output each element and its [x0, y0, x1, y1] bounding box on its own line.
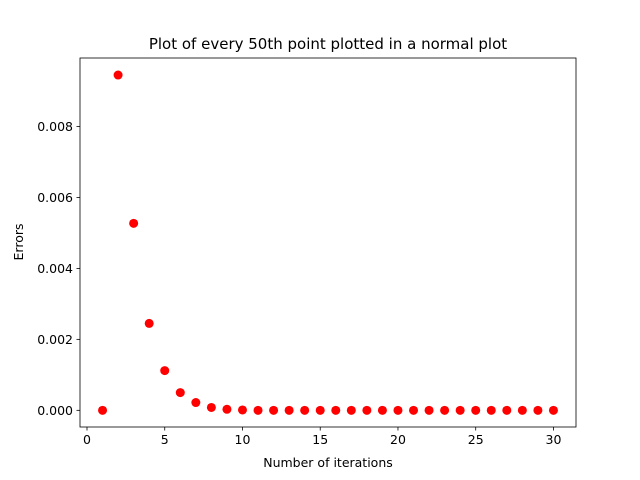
x-tick-label: 10	[235, 432, 251, 447]
data-point	[502, 405, 512, 415]
y-tick-label: 0.000	[37, 403, 73, 418]
data-point	[222, 404, 232, 414]
data-point	[331, 405, 341, 415]
data-point	[486, 405, 496, 415]
data-point	[237, 405, 247, 415]
data-point	[517, 405, 527, 415]
data-point	[377, 405, 387, 415]
data-point	[533, 405, 543, 415]
y-tick-label: 0.008	[37, 119, 73, 134]
x-tick-label: 0	[83, 432, 91, 447]
data-point	[129, 218, 139, 228]
data-point	[471, 405, 481, 415]
data-point	[253, 405, 263, 415]
x-tick-label: 15	[312, 432, 328, 447]
data-point	[409, 405, 419, 415]
y-tick-label: 0.004	[37, 261, 73, 276]
data-point	[300, 405, 310, 415]
data-point	[113, 70, 123, 80]
y-axis-label: Errors	[11, 224, 26, 261]
data-point	[548, 405, 558, 415]
data-point	[424, 405, 434, 415]
x-axis: 0 5 10 15 20 25 30	[83, 427, 561, 447]
x-tick-label: 30	[546, 432, 562, 447]
y-axis: 0.000 0.002 0.004 0.006 0.008	[37, 119, 80, 418]
data-point	[440, 405, 450, 415]
chart-title: Plot of every 50th point plotted in a no…	[149, 35, 507, 53]
axes-frame	[79, 57, 577, 428]
y-tick-label: 0.002	[37, 332, 73, 347]
data-point	[362, 405, 372, 415]
data-point	[191, 398, 201, 408]
data-point	[206, 402, 216, 412]
data-point	[269, 405, 279, 415]
data-point	[160, 366, 170, 376]
x-tick-label: 20	[390, 432, 406, 447]
x-axis-label: Number of iterations	[263, 455, 393, 470]
data-point	[284, 405, 294, 415]
data-point	[455, 405, 465, 415]
data-point	[98, 405, 108, 415]
data-point	[315, 405, 325, 415]
y-tick-label: 0.006	[37, 190, 73, 205]
plot-area	[98, 70, 558, 415]
x-tick-label: 25	[468, 432, 484, 447]
x-tick-label: 5	[161, 432, 169, 447]
data-point	[175, 388, 185, 398]
data-point	[144, 318, 154, 328]
data-point	[393, 405, 403, 415]
data-point	[346, 405, 356, 415]
